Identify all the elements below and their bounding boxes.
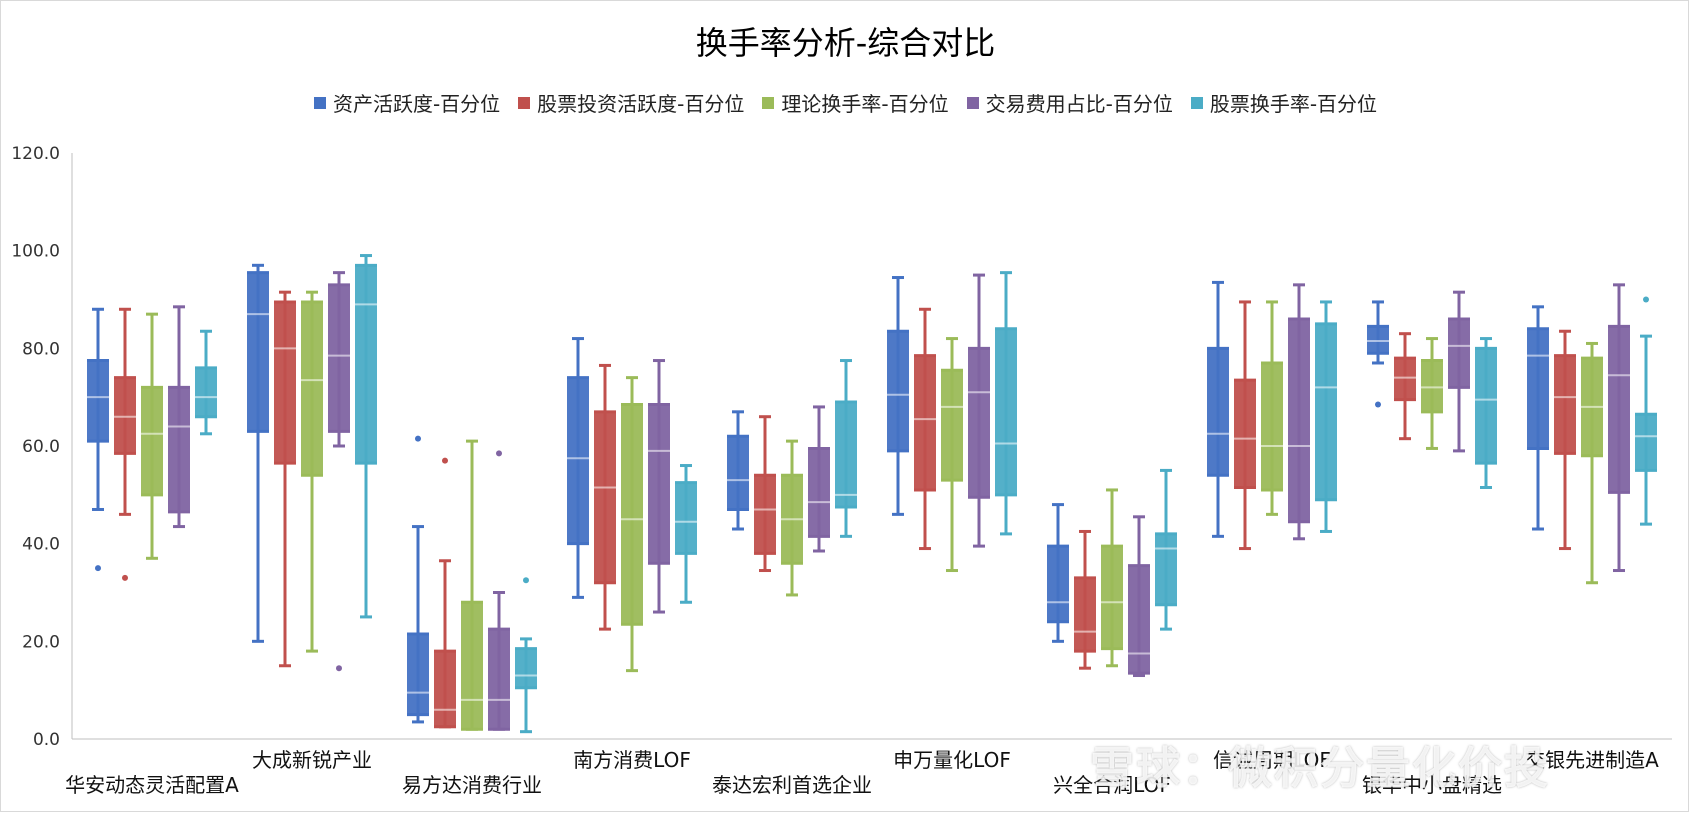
box-iqr xyxy=(1448,319,1470,388)
box-outlier-point xyxy=(1375,401,1381,408)
box-iqr xyxy=(461,602,483,730)
box-iqr xyxy=(515,648,537,688)
box-iqr xyxy=(1234,380,1256,488)
box-iqr xyxy=(168,387,190,512)
box-iqr xyxy=(808,448,830,537)
box-outlier-point xyxy=(336,665,342,672)
y-tick-label: 0.0 xyxy=(33,730,60,750)
box-iqr xyxy=(621,404,643,625)
box-outlier-point xyxy=(415,435,421,442)
box-outlier-point xyxy=(95,565,101,572)
box-outlier-point xyxy=(1643,296,1649,303)
y-tick-label: 40.0 xyxy=(22,535,60,555)
box-iqr xyxy=(301,301,323,476)
legend-label: 资产活跃度-百分位 xyxy=(332,92,501,116)
x-category-label: 交银先进制造A xyxy=(1525,748,1659,772)
box-iqr xyxy=(434,651,456,727)
legend-swatch xyxy=(518,96,531,109)
legend-item-4: 交易费用占比-百分位 xyxy=(966,88,1173,117)
legend-item-3: 理论换手率-百分位 xyxy=(762,88,949,117)
y-tick-label: 60.0 xyxy=(22,437,60,457)
legend-swatch xyxy=(1190,96,1203,109)
box-iqr xyxy=(328,284,350,432)
box-iqr xyxy=(1155,533,1177,605)
box-iqr xyxy=(1394,358,1416,400)
legend-swatch xyxy=(966,96,979,109)
box-iqr xyxy=(1608,326,1630,493)
legend: 资产活跃度-百分位 股票投资活跃度-百分位 理论换手率-百分位 交易费用占比-百分位 股… xyxy=(0,88,1691,117)
box-iqr xyxy=(914,355,936,490)
box-outlier-point xyxy=(496,450,502,457)
box-iqr xyxy=(887,331,909,451)
box-iqr xyxy=(355,265,377,464)
legend-item-2: 股票投资活跃度-百分位 xyxy=(518,88,744,117)
box-iqr xyxy=(941,370,963,481)
box-outlier-point xyxy=(122,574,128,581)
box-iqr xyxy=(247,272,269,432)
legend-label: 理论换手率-百分位 xyxy=(781,92,949,116)
box-iqr xyxy=(835,402,857,508)
legend-label: 股票投资活跃度-百分位 xyxy=(537,92,745,116)
box-iqr xyxy=(1101,546,1123,649)
y-tick-label: 80.0 xyxy=(22,339,60,359)
box-iqr xyxy=(114,377,136,454)
box-iqr xyxy=(727,436,749,510)
chart-title: 换手率分析-综合对比 xyxy=(695,24,996,62)
y-tick-label: 120.0 xyxy=(11,144,60,164)
box-iqr xyxy=(1288,319,1310,522)
box-iqr xyxy=(648,404,670,564)
x-category-label: 易方达消费行业 xyxy=(402,773,542,797)
y-tick-label: 100.0 xyxy=(11,242,60,262)
legend-swatch xyxy=(313,96,326,109)
box-iqr xyxy=(567,377,589,544)
box-iqr xyxy=(1421,360,1443,412)
watermark: 雪球：微积分量化价投 xyxy=(1090,743,1550,794)
x-category-label: 银华中小盘精选 xyxy=(1362,773,1502,797)
x-category-label: 华安动态灵活配置A xyxy=(65,773,239,797)
x-category-label: 兴全合润LOF xyxy=(1053,773,1171,797)
legend-swatch xyxy=(762,96,775,109)
box-iqr xyxy=(1128,565,1150,674)
box-iqr xyxy=(1367,326,1389,354)
y-tick-label: 20.0 xyxy=(22,632,60,652)
box-iqr xyxy=(141,387,163,495)
box-iqr xyxy=(274,301,296,464)
box-iqr xyxy=(488,629,510,730)
x-category-label: 南方消费LOF xyxy=(573,748,691,772)
box-iqr xyxy=(1261,362,1283,490)
box-iqr xyxy=(1074,577,1096,652)
box-iqr xyxy=(1047,546,1069,622)
box-iqr xyxy=(968,348,990,498)
legend-item-1: 资产活跃度-百分位 xyxy=(313,88,501,117)
box-iqr xyxy=(407,634,429,715)
x-category-label: 申万量化LOF xyxy=(893,748,1011,772)
box-outlier-point xyxy=(442,457,448,464)
box-iqr xyxy=(675,482,697,554)
legend-item-5: 股票换手率-百分位 xyxy=(1190,88,1378,117)
legend-label: 股票换手率-百分位 xyxy=(1209,92,1378,116)
legend-label: 交易费用占比-百分位 xyxy=(985,92,1173,116)
box-iqr xyxy=(594,411,616,583)
box-outlier-point xyxy=(523,577,529,584)
box-iqr xyxy=(1315,323,1337,500)
x-category-label: 大成新锐产业 xyxy=(252,748,372,772)
box-iqr xyxy=(1207,348,1229,476)
box-iqr xyxy=(1475,348,1497,464)
box-iqr xyxy=(1527,328,1549,449)
x-category-label: 信诚周期LOF xyxy=(1213,748,1331,772)
box-iqr xyxy=(1635,414,1657,471)
box-iqr xyxy=(995,328,1017,495)
box-iqr xyxy=(754,475,776,554)
box-iqr xyxy=(195,367,217,417)
box-iqr xyxy=(87,360,109,442)
box-iqr xyxy=(1554,355,1576,454)
x-category-label: 泰达宏利首选企业 xyxy=(712,773,872,797)
